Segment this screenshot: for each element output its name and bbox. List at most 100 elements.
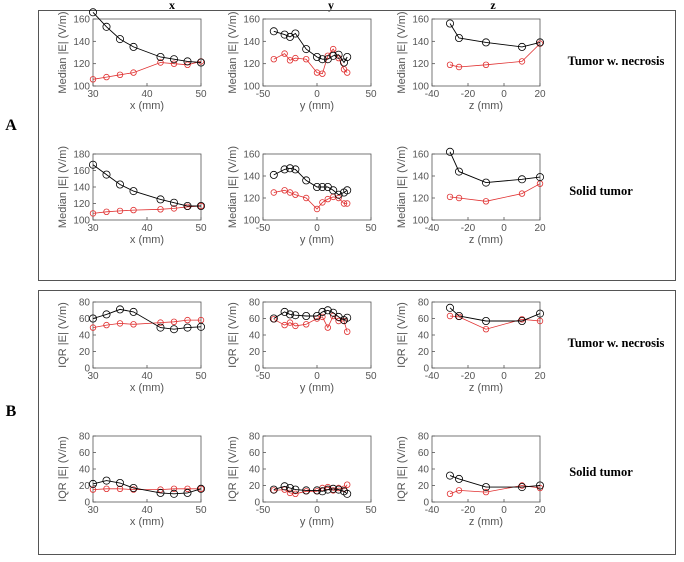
data-point-black bbox=[285, 164, 294, 173]
data-point-black bbox=[280, 30, 289, 39]
y-tick-label: 160 bbox=[73, 166, 90, 177]
x-tick-label: 0 bbox=[314, 371, 320, 382]
section-b-box bbox=[38, 290, 676, 555]
data-point-black bbox=[280, 165, 289, 174]
x-tick-label: 50 bbox=[195, 89, 207, 100]
y-tick-label: 180 bbox=[73, 150, 90, 161]
x-tick-label: 40 bbox=[141, 371, 153, 382]
data-point-red bbox=[344, 481, 351, 488]
data-point-black bbox=[302, 176, 311, 185]
data-point-red bbox=[518, 58, 526, 65]
data-point-black bbox=[291, 165, 300, 174]
x-axis-title: y (mm) bbox=[300, 382, 334, 394]
series-line-red bbox=[273, 189, 348, 210]
y-tick-label: 0 bbox=[254, 498, 260, 509]
data-point-black bbox=[334, 190, 343, 199]
y-axis-title: IQR |E| (V/m) bbox=[57, 302, 69, 368]
x-tick-label: 40 bbox=[141, 89, 153, 100]
plot-frame bbox=[262, 301, 372, 369]
data-point-red bbox=[330, 487, 337, 494]
data-point-black bbox=[129, 307, 138, 316]
data-point-black bbox=[102, 170, 111, 179]
data-point-black bbox=[481, 178, 490, 187]
y-tick-label: 80 bbox=[249, 298, 261, 309]
series-line-red bbox=[449, 183, 541, 202]
data-point-black bbox=[334, 485, 343, 494]
data-point-red bbox=[89, 324, 97, 331]
y-tick-label: 80 bbox=[418, 432, 430, 443]
series-line-red bbox=[92, 205, 202, 214]
data-point-black bbox=[454, 474, 463, 483]
data-point-black bbox=[89, 479, 98, 488]
x-tick-label: -40 bbox=[425, 89, 440, 100]
data-point-black bbox=[169, 55, 178, 64]
chart-panel: 100 120 140 160 -40 -20 0 20 z (mm) Median |E| (V… bbox=[396, 11, 546, 112]
x-axis-title: y (mm) bbox=[300, 516, 334, 528]
data-point-red bbox=[446, 193, 454, 201]
chart-panel: 0 20 40 60 80 30 40 50 x (mm) IQR |E| (V/m) bbox=[57, 432, 207, 529]
section-a-box bbox=[38, 10, 676, 281]
y-axis-title: Median |E| (V/m) bbox=[227, 146, 239, 228]
data-point-red bbox=[157, 206, 164, 213]
data-point-red bbox=[270, 189, 277, 196]
x-tick-label: -20 bbox=[461, 223, 476, 234]
x-axis-title: y (mm) bbox=[300, 234, 334, 246]
data-point-red bbox=[103, 321, 110, 329]
data-point-red bbox=[286, 57, 294, 64]
y-axis-title: Median |E| (V/m) bbox=[396, 146, 408, 228]
y-tick-label: 60 bbox=[79, 314, 91, 325]
data-point-red bbox=[197, 485, 205, 492]
data-point-black bbox=[280, 307, 289, 316]
data-point-red bbox=[292, 490, 299, 497]
series-line-black bbox=[449, 475, 541, 488]
data-point-red bbox=[344, 69, 351, 76]
data-point-red bbox=[319, 70, 326, 77]
data-point-black bbox=[343, 489, 352, 498]
series-line-black bbox=[449, 307, 541, 322]
x-tick-label: 30 bbox=[87, 223, 99, 234]
plot-frame bbox=[431, 153, 541, 221]
data-point-black bbox=[302, 45, 311, 54]
column-header-x: x bbox=[169, 0, 175, 12]
data-point-black bbox=[323, 306, 332, 315]
data-point-black bbox=[343, 53, 352, 62]
series-line-red bbox=[92, 319, 201, 328]
series-line-black bbox=[449, 23, 541, 48]
plot-frame bbox=[262, 18, 372, 87]
data-point-black bbox=[329, 51, 338, 60]
y-tick-label: 0 bbox=[84, 498, 90, 509]
data-point-black bbox=[183, 57, 192, 66]
data-point-red bbox=[170, 60, 178, 67]
chart-panel: 0 20 40 60 80 -40 -20 0 20 z (mm) IQR |E| (V/m) bbox=[396, 298, 546, 395]
data-point-red bbox=[518, 190, 526, 197]
data-point-red bbox=[455, 194, 463, 202]
chart-panel: 100 120 140 160 180 30 40 50 x (mm) Median |E| (V… bbox=[57, 146, 207, 246]
y-tick-label: 140 bbox=[243, 172, 260, 183]
y-tick-label: 60 bbox=[249, 314, 261, 325]
data-point-black bbox=[102, 22, 111, 31]
x-axis-title: z (mm) bbox=[469, 100, 503, 112]
plot-frame bbox=[262, 435, 372, 503]
data-point-black bbox=[156, 195, 165, 204]
x-tick-label: 0 bbox=[501, 223, 507, 234]
x-tick-label: 20 bbox=[534, 223, 546, 234]
y-tick-label: 100 bbox=[412, 216, 429, 227]
x-tick-label: -40 bbox=[425, 223, 440, 234]
x-tick-label: 20 bbox=[534, 89, 546, 100]
data-point-black bbox=[285, 483, 294, 492]
y-tick-label: 40 bbox=[79, 465, 91, 476]
data-point-black bbox=[312, 53, 321, 62]
x-tick-label: -50 bbox=[256, 505, 271, 516]
y-tick-label: 80 bbox=[418, 298, 430, 309]
x-tick-label: 0 bbox=[501, 505, 507, 516]
data-point-black bbox=[343, 313, 352, 322]
data-point-red bbox=[103, 208, 110, 215]
data-point-red bbox=[303, 56, 310, 63]
data-point-red bbox=[103, 73, 110, 81]
y-tick-label: 0 bbox=[84, 364, 90, 375]
y-tick-label: 120 bbox=[73, 59, 90, 70]
data-point-black bbox=[269, 485, 278, 494]
data-point-black bbox=[518, 175, 527, 184]
x-tick-label: -40 bbox=[425, 505, 440, 516]
